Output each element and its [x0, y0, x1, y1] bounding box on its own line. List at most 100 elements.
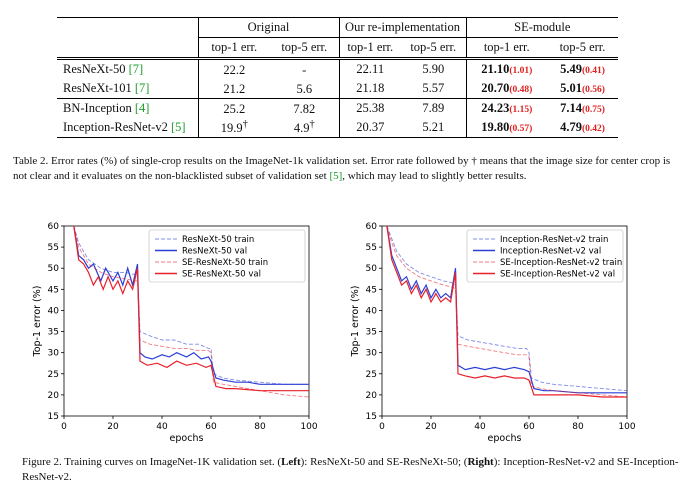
- x-tick-label: 40: [474, 422, 486, 432]
- legend-entry: Inception-ResNet-v2 train: [500, 235, 608, 245]
- legend-entry: SE-Inception-ResNet-v2 val: [500, 270, 615, 280]
- model-name: ResNeXt-50 [7]: [57, 58, 199, 79]
- y-tick-label: 15: [366, 412, 377, 422]
- legend-entry: ResNeXt-50 train: [182, 235, 254, 245]
- y-tick-label: 25: [48, 370, 59, 380]
- citation-link[interactable]: [7]: [134, 81, 150, 95]
- table-row: ResNeXt-50 [7] 22.2 - 22.11 5.90 21.10(1…: [57, 58, 618, 79]
- table-caption: Table 2. Error rates (%) of single-crop …: [13, 155, 671, 182]
- subheader: top-5 err.: [270, 37, 340, 60]
- y-tick-label: 15: [48, 412, 59, 422]
- table-row: BN-Inception [4] 25.2 7.82 25.38 7.89 24…: [57, 98, 618, 118]
- cell-orig-top5: -: [270, 58, 340, 79]
- series-line: [386, 225, 627, 398]
- y-tick-label: 60: [48, 222, 60, 232]
- citation-link[interactable]: [5]: [170, 120, 186, 134]
- table-row: Inception-ResNet-v2 [5] 19.9† 4.9† 20.37…: [57, 118, 618, 138]
- series-line: [73, 225, 309, 385]
- x-tick-label: 0: [379, 422, 385, 432]
- cell-se-top5: 7.14(0.75): [560, 101, 605, 115]
- table-corner-bottom: [57, 37, 199, 60]
- cell-reimpl-top5: 5.57: [401, 79, 467, 99]
- cell-reimpl-top5: 7.89: [401, 98, 467, 118]
- cell-se-top1: 20.70(0.48): [466, 79, 547, 99]
- cell-orig-top5: 4.9†: [270, 118, 340, 138]
- figure-caption: Figure 2. Training curves on ImageNet-1K…: [22, 456, 679, 483]
- cell-se-top5: 5.01(0.56): [547, 79, 618, 99]
- legend-entry: SE-Inception-ResNet-v2 train: [500, 258, 622, 268]
- cell-orig-top5: 7.82: [270, 98, 340, 118]
- y-axis-label: Top-1 error (%): [32, 286, 43, 358]
- x-tick-label: 40: [156, 422, 168, 432]
- citation-link[interactable]: [4]: [134, 101, 150, 115]
- subheader: top-1 err.: [198, 37, 270, 60]
- x-tick-label: 80: [572, 422, 584, 432]
- table-corner: [57, 17, 199, 38]
- legend-box: [148, 229, 306, 283]
- cell-reimpl-top5: 5.90: [401, 58, 467, 79]
- x-tick-label: 100: [618, 422, 635, 432]
- legend-entry: SE-ResNeXt-50 train: [182, 258, 268, 268]
- training-curve-chart-left: 0 20 40 60 80 10015202530354045505560epochsTo…: [32, 222, 318, 444]
- x-tick-label: 80: [254, 422, 266, 432]
- model-name: BN-Inception [4]: [57, 98, 199, 118]
- error-rate-table: Original Our re-implementation SE-module…: [57, 17, 618, 138]
- subheader: top-1 err.: [339, 37, 401, 60]
- subheader: top-5 err.: [401, 37, 467, 60]
- y-tick-label: 45: [48, 285, 59, 295]
- cell-se-top1: 21.10(1.01): [481, 62, 533, 76]
- legend-entry: ResNeXt-50 val: [182, 247, 247, 257]
- x-tick-label: 0: [61, 422, 67, 432]
- cell-se-top5: 4.79(0.42): [547, 118, 618, 138]
- cell-orig-top1: 21.2: [198, 79, 270, 99]
- y-tick-label: 50: [48, 264, 60, 274]
- y-tick-label: 30: [366, 349, 378, 359]
- cell-reimpl-top1: 20.37: [339, 118, 401, 138]
- y-tick-label: 25: [366, 370, 377, 380]
- cell-orig-top1: 25.2: [223, 102, 246, 117]
- y-tick-label: 55: [48, 243, 59, 253]
- cell-reimpl-top1: 25.38: [356, 101, 385, 115]
- citation-link[interactable]: [5]: [329, 170, 343, 182]
- cell-se-top1: 19.80(0.57): [466, 118, 547, 138]
- legend-box: [466, 229, 624, 283]
- y-tick-label: 40: [48, 306, 60, 316]
- series-line: [73, 225, 309, 385]
- cell-orig-top5: 5.6: [270, 79, 340, 99]
- legend-entry: SE-ResNeXt-50 val: [182, 270, 261, 280]
- citation-link[interactable]: [7]: [128, 62, 144, 76]
- y-tick-label: 55: [366, 243, 377, 253]
- y-axis-label: Top-1 error (%): [350, 286, 361, 358]
- subheader: top-1 err.: [466, 37, 547, 60]
- series-line: [73, 225, 309, 392]
- y-tick-label: 35: [48, 328, 59, 338]
- table-row: ResNeXt-101 [7] 21.2 5.6 21.18 5.57 20.7…: [57, 79, 618, 99]
- cell-orig-top1: 22.2: [223, 63, 246, 78]
- header-se-module: SE-module: [466, 17, 618, 38]
- subheader: top-5 err.: [547, 37, 618, 60]
- cell-reimpl-top5: 5.21: [401, 118, 467, 138]
- series-line: [386, 225, 628, 398]
- x-axis-label: epochs: [488, 433, 522, 444]
- x-tick-label: 100: [300, 422, 317, 432]
- x-tick-label: 60: [205, 422, 217, 432]
- series-line: [386, 225, 628, 392]
- y-tick-label: 40: [366, 306, 378, 316]
- x-tick-label: 20: [425, 422, 437, 432]
- y-tick-label: 20: [366, 391, 378, 401]
- model-name: Inception-ResNet-v2 [5]: [57, 118, 199, 138]
- y-tick-label: 35: [366, 328, 377, 338]
- series-line: [73, 225, 310, 398]
- cell-se-top1: 24.23(1.15): [481, 101, 533, 115]
- training-curve-chart-right: 0 20 40 60 80 10015202530354045505560epochsTo…: [350, 222, 636, 444]
- y-tick-label: 45: [366, 285, 377, 295]
- y-tick-label: 60: [366, 222, 378, 232]
- legend-entry: Inception-ResNet-v2 val: [500, 247, 601, 257]
- y-tick-label: 30: [48, 349, 60, 359]
- header-original: Original: [198, 17, 340, 38]
- x-tick-label: 60: [523, 422, 535, 432]
- x-axis-label: epochs: [170, 433, 204, 444]
- model-name: ResNeXt-101 [7]: [57, 79, 199, 99]
- header-reimplementation: Our re-implementation: [339, 17, 467, 38]
- y-tick-label: 50: [366, 264, 378, 274]
